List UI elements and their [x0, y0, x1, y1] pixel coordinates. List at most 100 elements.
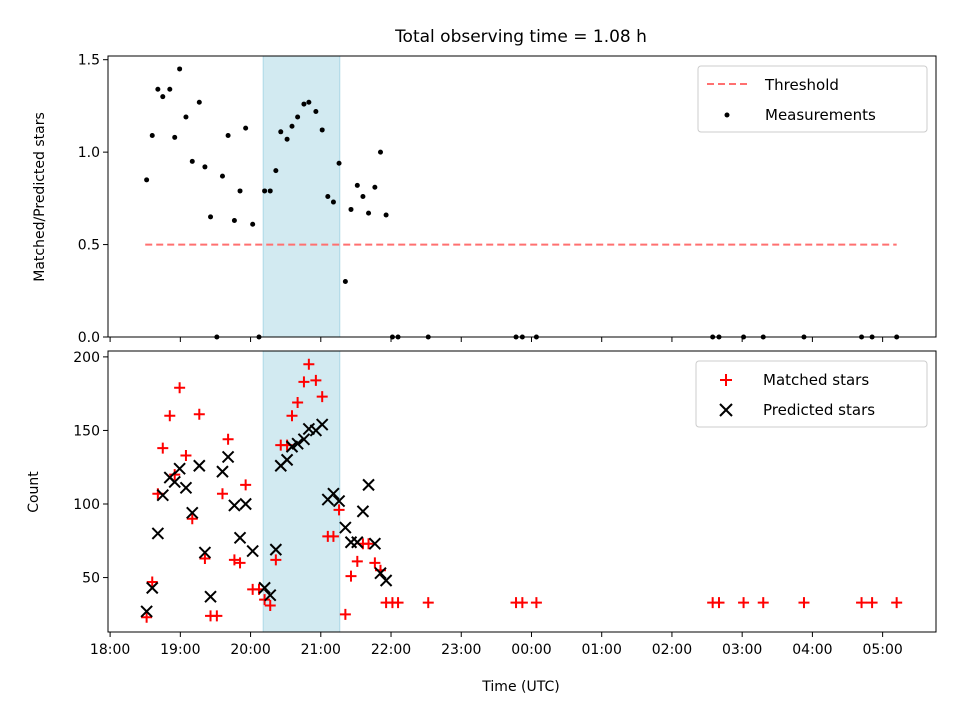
y-tick-label: 150	[73, 423, 100, 439]
predicted-stars-point	[186, 506, 199, 520]
matched-stars-point	[798, 597, 810, 609]
measurement-point	[372, 184, 378, 190]
matched-stars-point	[369, 557, 381, 569]
predicted-stars-point	[228, 499, 241, 512]
matched-stars-point	[157, 442, 169, 454]
matched-stars-point	[530, 597, 542, 609]
x-tick-label: 19:00	[160, 642, 200, 658]
x-tick-label: 01:00	[582, 642, 622, 658]
matched-stars-point	[422, 597, 434, 609]
matched-stars-point	[211, 610, 223, 622]
matched-stars-point	[174, 382, 186, 394]
measurement-point	[189, 158, 195, 164]
top-legend-box	[697, 65, 928, 133]
top-panel: 0.0 0.5 1.0 1.5 Matched/Predicted stars Thr…	[32, 53, 937, 346]
matched-stars-point	[164, 410, 176, 422]
measurement-point	[336, 160, 342, 166]
matched-stars-point	[199, 552, 211, 564]
x-tick-label: 18:00	[90, 642, 130, 658]
bottom-highlight-layer	[262, 350, 341, 633]
top-axis-layer: 0.0 0.5 1.0 1.5	[78, 53, 884, 346]
matched-stars-point	[264, 600, 276, 612]
measurement-point	[208, 214, 214, 220]
predicted-stars-point	[168, 475, 181, 489]
matched-stars-point	[146, 576, 158, 588]
y-tick-label: 200	[73, 350, 100, 366]
matched-stars-point	[193, 408, 205, 420]
matched-stars-point	[292, 396, 304, 408]
predicted-stars-point	[193, 459, 206, 472]
predicted-stars-point	[239, 497, 252, 511]
bottom-axes-frame	[107, 350, 937, 633]
x-tick-label: 02:00	[652, 642, 692, 658]
measurement-point	[149, 132, 155, 138]
measurement-point	[301, 101, 307, 107]
matched-stars-point	[856, 597, 868, 609]
predicted-stars-point	[339, 521, 352, 534]
predicted-stars-point	[198, 546, 212, 559]
legend-matched-swatch	[720, 374, 732, 386]
measurement-point	[383, 212, 389, 218]
top-axes-frame	[107, 55, 937, 338]
matched-stars-point	[516, 597, 528, 609]
matched-stars-point	[738, 597, 750, 609]
matched-stars-point	[310, 374, 322, 386]
x-tick-label: 22:00	[371, 642, 411, 658]
measurement-point	[348, 206, 354, 212]
matched-stars-point	[757, 597, 769, 609]
predicted-stars-point	[173, 462, 186, 475]
y-tick-label: 100	[73, 497, 100, 513]
bottom-axis-layer: 50 100 150 200 18:00 19:00 20:00 21:00 22:00 23:0…	[73, 350, 903, 658]
predicted-stars-point	[179, 481, 193, 495]
predicted-stars-point	[216, 465, 229, 478]
bottom-y-axis-label: Count	[26, 471, 42, 513]
matched-stars-point	[180, 449, 192, 461]
matched-stars-point	[216, 488, 228, 500]
bottom-x-axis-label: Time (UTC)	[481, 679, 559, 695]
predicted-stars-point	[156, 488, 169, 502]
measurement-point	[196, 99, 202, 105]
predicted-stars-point	[246, 544, 259, 558]
predicted-stars-point	[327, 487, 340, 500]
matched-stars-point	[234, 557, 246, 569]
predicted-stars-point	[356, 505, 370, 518]
measurement-point	[289, 123, 295, 129]
measurement-point	[183, 114, 189, 120]
x-tick-label: 04:00	[792, 642, 832, 658]
predicted-stars-point	[291, 437, 304, 450]
predicted-stars-point	[374, 566, 387, 580]
predicted-stars-point	[233, 531, 247, 545]
matched-stars-point	[339, 608, 351, 620]
matched-stars-point	[333, 504, 345, 516]
figure-title: Total observing time = 1.08 h	[394, 27, 647, 47]
predicted-stars-point	[297, 433, 311, 446]
measurement-point	[360, 194, 366, 199]
measurement-point	[243, 125, 249, 131]
x-tick-label: 05:00	[862, 642, 902, 658]
matched-stars-point	[392, 597, 404, 609]
measurement-point	[144, 177, 150, 183]
y-tick-label: 1.0	[78, 145, 100, 161]
measurement-point	[306, 99, 312, 105]
legend-threshold-label: Threshold	[764, 76, 839, 94]
matched-stars-point	[240, 479, 252, 491]
matched-stars-point	[316, 391, 328, 403]
measurement-point	[354, 182, 360, 188]
bottom-panel: 50 100 150 200 18:00 19:00 20:00 21:00 22:00 23:0…	[26, 350, 937, 695]
predicted-stars-point	[332, 494, 346, 508]
measurement-point	[278, 129, 284, 135]
measurement-point	[273, 168, 279, 174]
measurement-point	[325, 194, 331, 199]
matched-stars-point	[286, 410, 298, 422]
bottom-marks-layer	[140, 358, 903, 623]
predicted-stars-point	[379, 574, 393, 587]
predicted-stars-series	[140, 418, 393, 618]
matched-stars-point	[345, 570, 357, 582]
matched-stars-point	[270, 554, 282, 566]
predicted-stars-point	[146, 581, 159, 595]
measurement-point	[319, 127, 325, 133]
measurement-point	[284, 136, 290, 142]
matched-stars-point	[141, 611, 153, 623]
measurement-point	[295, 114, 301, 120]
